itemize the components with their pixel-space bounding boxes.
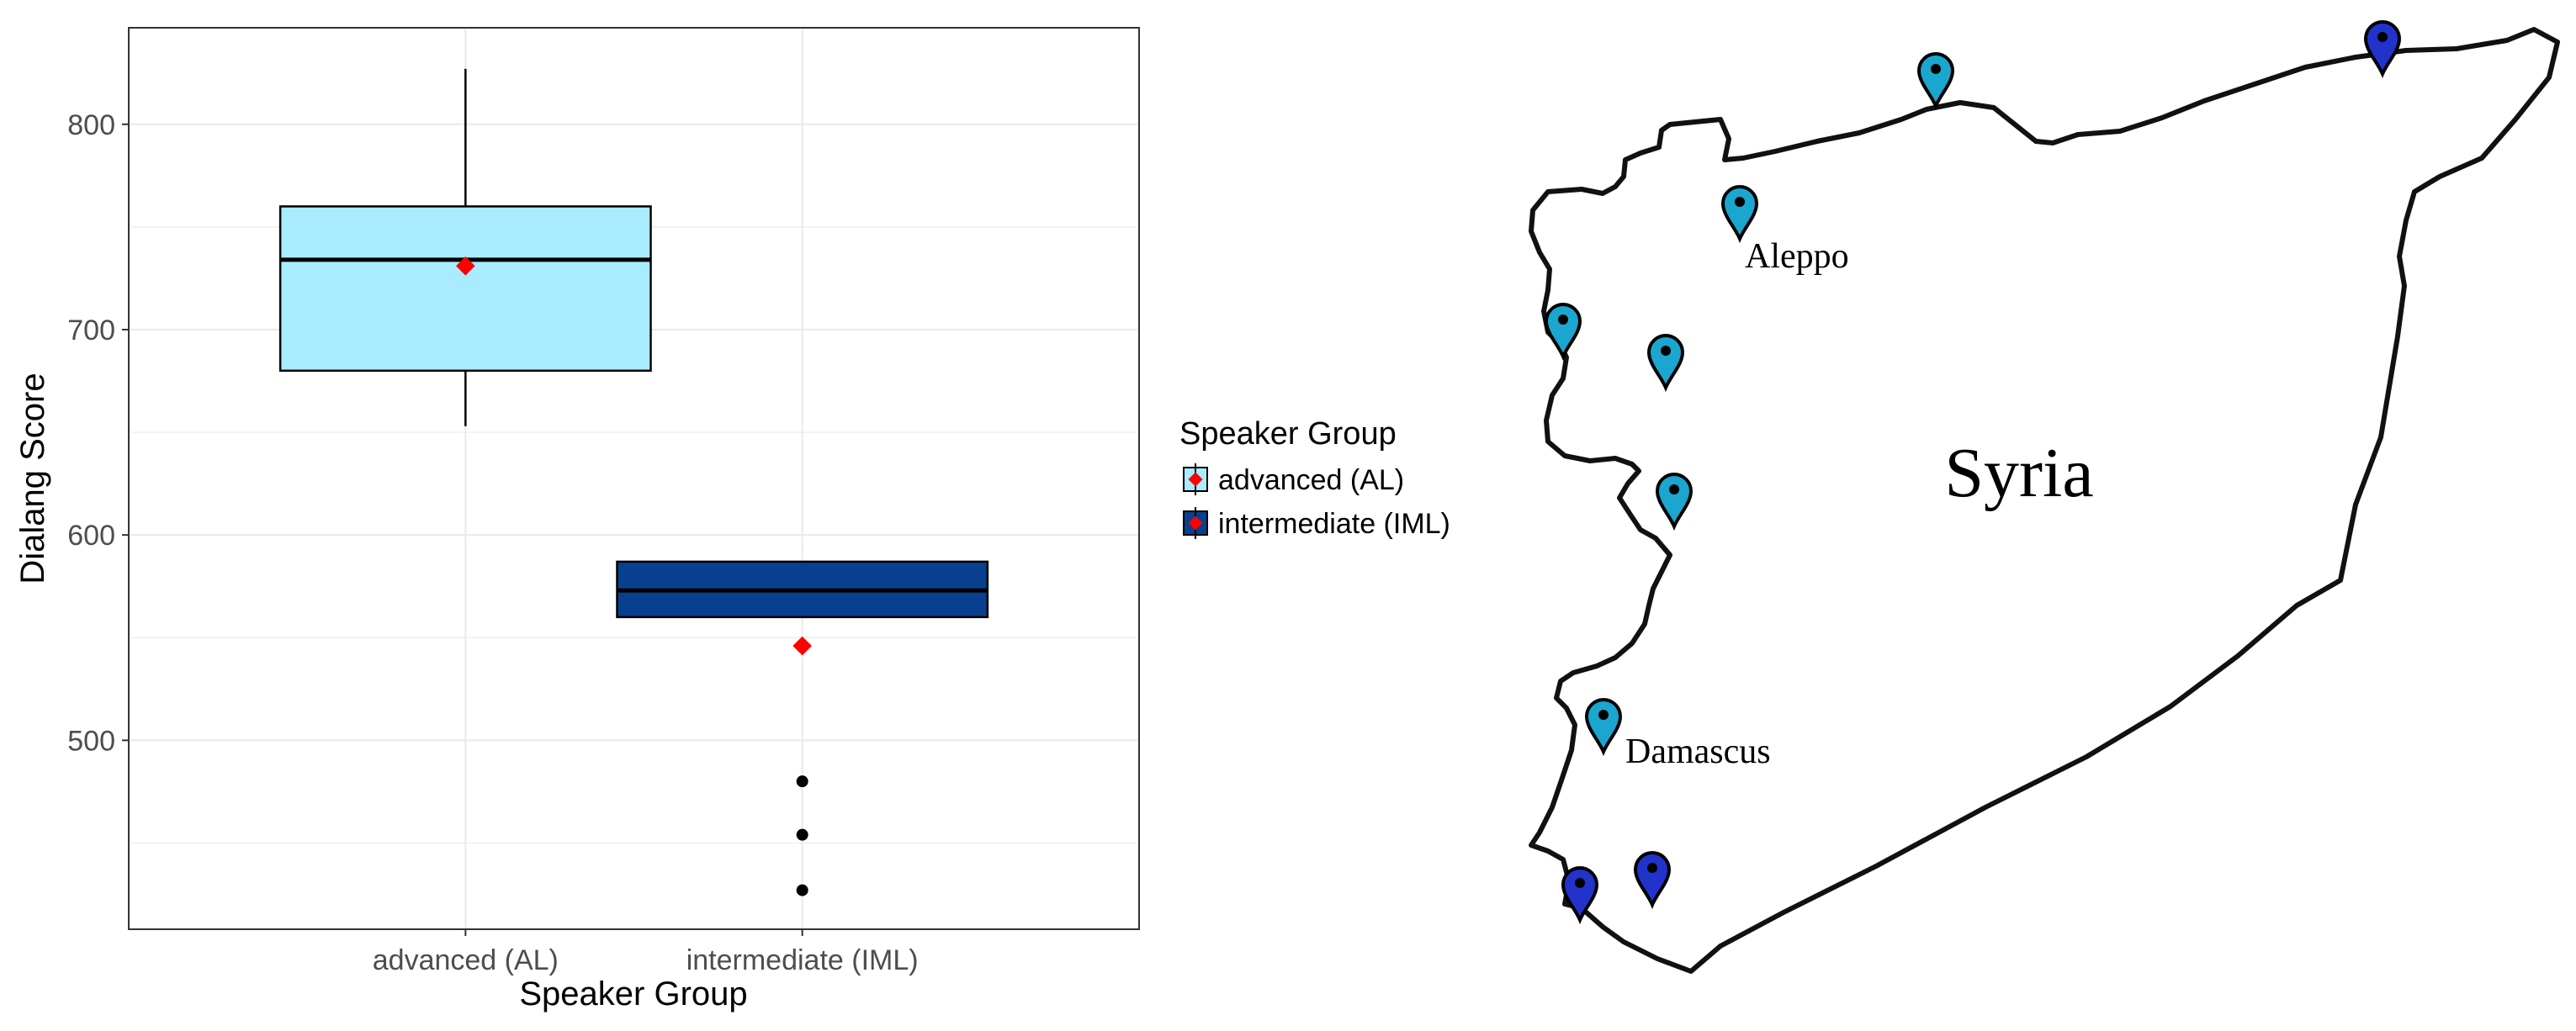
legend-key-advanced <box>1183 463 1208 495</box>
map-pin-dot <box>1558 315 1568 325</box>
y-tick-label: 600 <box>67 520 115 552</box>
map-city-label-aleppo: Aleppo <box>1745 237 1849 276</box>
plot-panel-border <box>128 27 1140 930</box>
map-pin-dot <box>1931 64 1941 74</box>
map-pin-shape <box>2363 20 2402 79</box>
map-city-label-damascus: Damascus <box>1625 732 1771 771</box>
map-pin-dot <box>1735 197 1745 207</box>
legend-label-intermediate: intermediate (IML) <box>1218 508 1450 540</box>
pin-north-border-icon <box>1916 52 1955 111</box>
pin-south-west-icon <box>1561 866 1599 925</box>
pin-coast-icon <box>1544 303 1582 362</box>
map-pin-dot <box>2377 32 2388 42</box>
mean-marker <box>792 636 812 656</box>
map-pin-shape <box>1646 334 1685 393</box>
map-pin-shape <box>1584 698 1623 757</box>
map-pin-dot <box>1669 484 1679 494</box>
y-axis-title: Dialang Score <box>14 373 51 584</box>
map-pin-dot <box>1598 710 1609 720</box>
map-pin-shape <box>1544 303 1582 362</box>
legend-title: Speaker Group <box>1179 416 1397 452</box>
pin-aleppo-icon <box>1720 185 1759 244</box>
legend-label-advanced: advanced (AL) <box>1218 464 1404 496</box>
map-pin-shape <box>1916 52 1955 111</box>
box-plot-layer <box>278 68 989 896</box>
box-body <box>278 205 652 373</box>
map-pin-shape <box>1720 185 1759 244</box>
y-axis-ticks: 500 600 700 800 <box>67 109 129 757</box>
syria-map: Syria Aleppo Damascus <box>1529 20 2560 974</box>
mean-marker <box>456 256 475 276</box>
map-pins <box>1544 20 2402 925</box>
x-axis-ticks: advanced (AL) intermediate (IML) <box>373 929 919 976</box>
map-pin-dot <box>1661 346 1671 356</box>
legend: Speaker Group advanced (AL) intermediate… <box>1179 416 1450 540</box>
y-tick-label: 800 <box>67 109 115 141</box>
box-advanced <box>278 68 652 426</box>
pin-damascus-icon <box>1584 698 1623 757</box>
pin-idlib-icon <box>1646 334 1685 393</box>
pin-northeast-icon <box>2363 20 2402 79</box>
map-pin-shape <box>1561 866 1599 925</box>
outlier-point <box>796 884 808 896</box>
x-axis-title: Speaker Group <box>519 975 747 1012</box>
boxplot-chart: 500 600 700 800 advanced (AL) intermediate (… <box>14 27 1140 1012</box>
x-tick-label: advanced (AL) <box>373 944 559 976</box>
map-pin-dot <box>1647 863 1657 873</box>
y-tick-label: 700 <box>67 315 115 346</box>
legend-key-intermediate <box>1183 507 1208 539</box>
map-pin-shape <box>1655 473 1693 531</box>
map-country-label: Syria <box>1944 434 2093 512</box>
grid-lines <box>129 28 1139 929</box>
x-tick-label: intermediate (IML) <box>686 944 919 976</box>
outlier-point <box>796 775 808 788</box>
box-intermediate <box>616 560 989 896</box>
pin-south-icon <box>1633 851 1672 910</box>
pin-homs-icon <box>1655 473 1693 531</box>
map-pin-shape <box>1633 851 1672 910</box>
y-tick-label: 500 <box>67 725 115 757</box>
map-pin-dot <box>1575 878 1585 888</box>
outlier-point <box>796 828 808 841</box>
